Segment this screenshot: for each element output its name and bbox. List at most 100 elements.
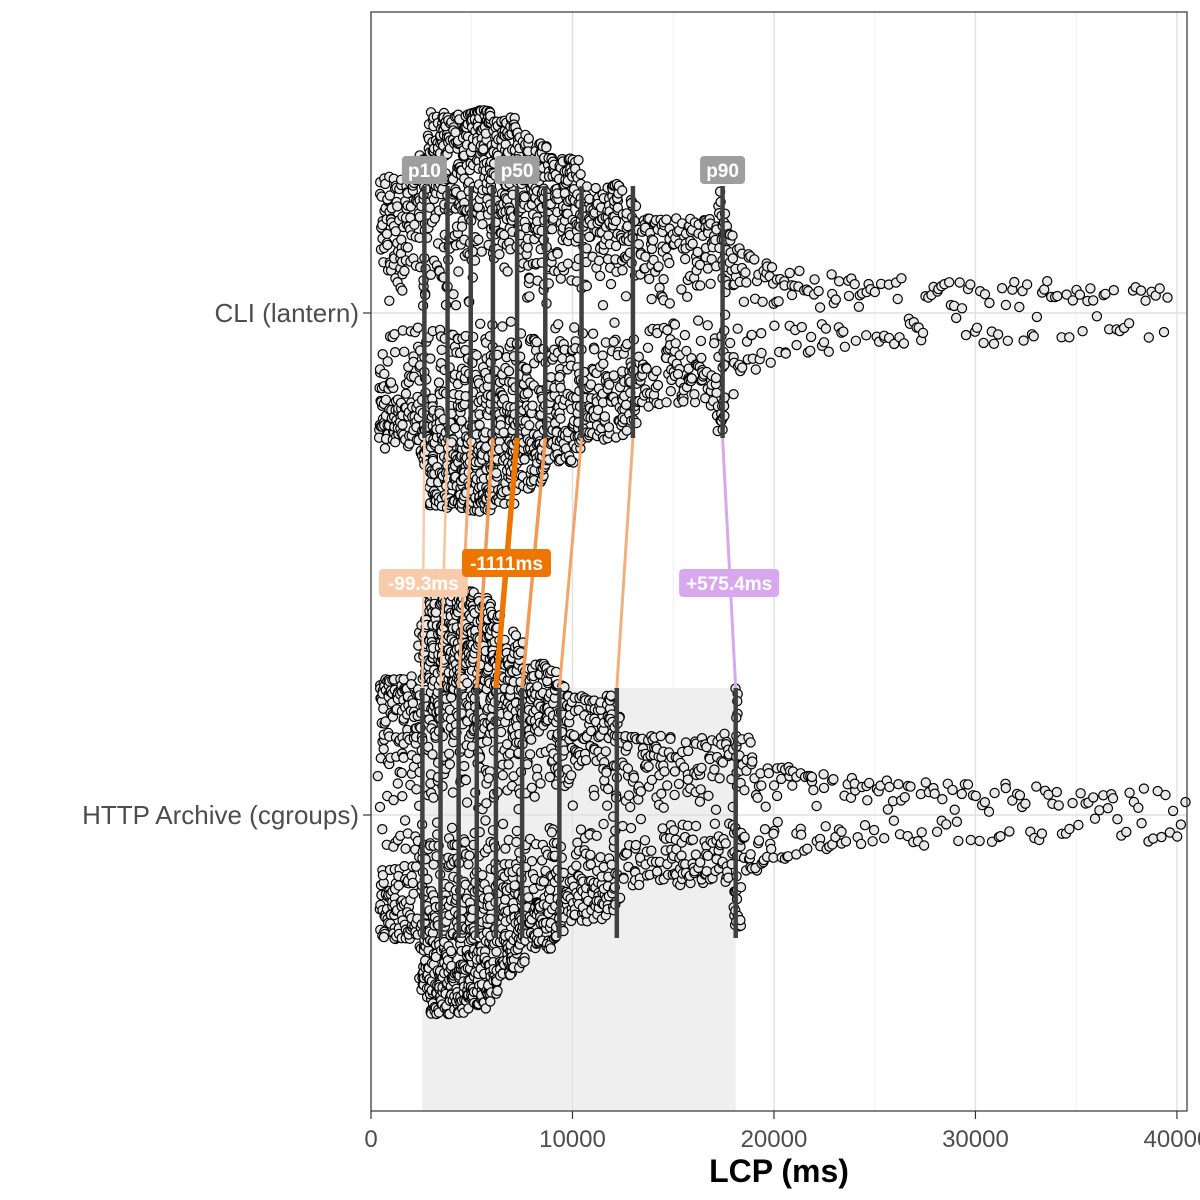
data-point bbox=[702, 850, 714, 862]
data-point bbox=[689, 389, 700, 400]
data-point bbox=[1107, 793, 1119, 804]
data-point bbox=[450, 300, 462, 311]
data-point bbox=[750, 364, 762, 375]
data-point bbox=[433, 377, 445, 388]
data-point bbox=[662, 780, 673, 791]
data-point bbox=[372, 770, 383, 782]
data-point bbox=[646, 845, 657, 856]
data-point bbox=[1064, 332, 1075, 343]
data-point bbox=[796, 829, 807, 840]
data-point bbox=[1102, 803, 1114, 814]
data-point bbox=[524, 291, 535, 302]
data-point bbox=[809, 274, 820, 285]
difference-badge: -1111ms bbox=[461, 549, 551, 577]
data-point bbox=[979, 797, 991, 808]
data-point bbox=[898, 338, 910, 349]
data-point bbox=[1167, 805, 1179, 817]
data-point bbox=[546, 223, 558, 235]
data-point bbox=[647, 235, 659, 246]
data-point bbox=[623, 790, 635, 801]
data-point bbox=[661, 214, 672, 225]
percentile-badge: p90 bbox=[700, 156, 746, 184]
difference-badge-text: +575.4ms bbox=[686, 574, 772, 595]
data-point bbox=[676, 850, 687, 861]
data-point bbox=[522, 242, 533, 253]
data-point bbox=[1000, 782, 1012, 794]
data-point bbox=[1036, 828, 1048, 839]
data-point bbox=[475, 318, 486, 329]
data-point bbox=[1160, 789, 1171, 801]
data-point bbox=[839, 341, 851, 352]
data-point bbox=[818, 782, 830, 794]
data-point bbox=[500, 843, 511, 854]
data-point bbox=[399, 265, 410, 277]
data-point bbox=[695, 857, 706, 868]
data-point bbox=[571, 860, 582, 872]
data-point bbox=[752, 792, 763, 804]
data-point bbox=[664, 298, 676, 309]
data-point bbox=[659, 766, 670, 777]
data-point bbox=[601, 767, 612, 778]
data-point bbox=[1091, 311, 1103, 322]
data-point bbox=[392, 201, 403, 212]
data-point bbox=[628, 772, 640, 783]
data-point bbox=[485, 913, 496, 925]
data-point bbox=[505, 316, 517, 327]
category-label: HTTP Archive (cgroups) bbox=[82, 800, 359, 830]
data-point bbox=[737, 362, 748, 373]
data-point bbox=[1064, 823, 1075, 835]
data-point bbox=[661, 397, 672, 408]
data-point bbox=[453, 266, 464, 277]
data-point bbox=[456, 221, 468, 232]
data-point bbox=[461, 797, 473, 808]
data-point bbox=[459, 760, 470, 772]
data-point bbox=[609, 317, 620, 328]
data-point bbox=[769, 320, 780, 331]
data-point bbox=[446, 822, 458, 834]
data-point bbox=[756, 347, 767, 359]
data-point bbox=[840, 836, 852, 847]
data-point bbox=[397, 419, 408, 431]
data-point bbox=[477, 869, 488, 881]
data-point bbox=[646, 293, 657, 305]
data-point bbox=[965, 834, 977, 846]
data-point bbox=[672, 368, 684, 380]
data-point bbox=[658, 274, 669, 285]
data-point bbox=[1085, 283, 1096, 294]
data-point bbox=[580, 754, 592, 766]
data-point bbox=[984, 297, 995, 309]
data-point bbox=[594, 270, 606, 282]
data-point bbox=[384, 190, 396, 201]
data-point bbox=[498, 427, 509, 438]
data-point bbox=[605, 278, 617, 290]
data-point bbox=[459, 836, 471, 848]
data-point bbox=[1121, 826, 1132, 838]
data-point bbox=[863, 777, 875, 789]
data-point bbox=[1100, 288, 1111, 300]
data-point bbox=[709, 764, 720, 775]
data-point bbox=[759, 824, 771, 835]
data-point bbox=[820, 821, 831, 832]
x-tick-label: 30000 bbox=[942, 1126, 1009, 1153]
data-point bbox=[979, 289, 991, 300]
data-point bbox=[823, 346, 835, 357]
data-point bbox=[382, 239, 393, 251]
data-point bbox=[428, 792, 439, 803]
data-point bbox=[664, 257, 675, 269]
data-point bbox=[749, 254, 760, 265]
data-point bbox=[385, 377, 397, 388]
data-point bbox=[655, 730, 667, 742]
data-point bbox=[402, 242, 413, 253]
data-point bbox=[669, 319, 681, 330]
data-point bbox=[1175, 819, 1187, 830]
data-point bbox=[397, 285, 408, 296]
data-point bbox=[575, 824, 587, 835]
data-point bbox=[696, 762, 707, 774]
data-point bbox=[855, 838, 867, 850]
data-point bbox=[598, 818, 609, 830]
data-point bbox=[705, 278, 716, 289]
data-point bbox=[462, 677, 473, 689]
data-point bbox=[449, 423, 461, 434]
data-point bbox=[962, 779, 974, 790]
data-point bbox=[805, 331, 817, 343]
